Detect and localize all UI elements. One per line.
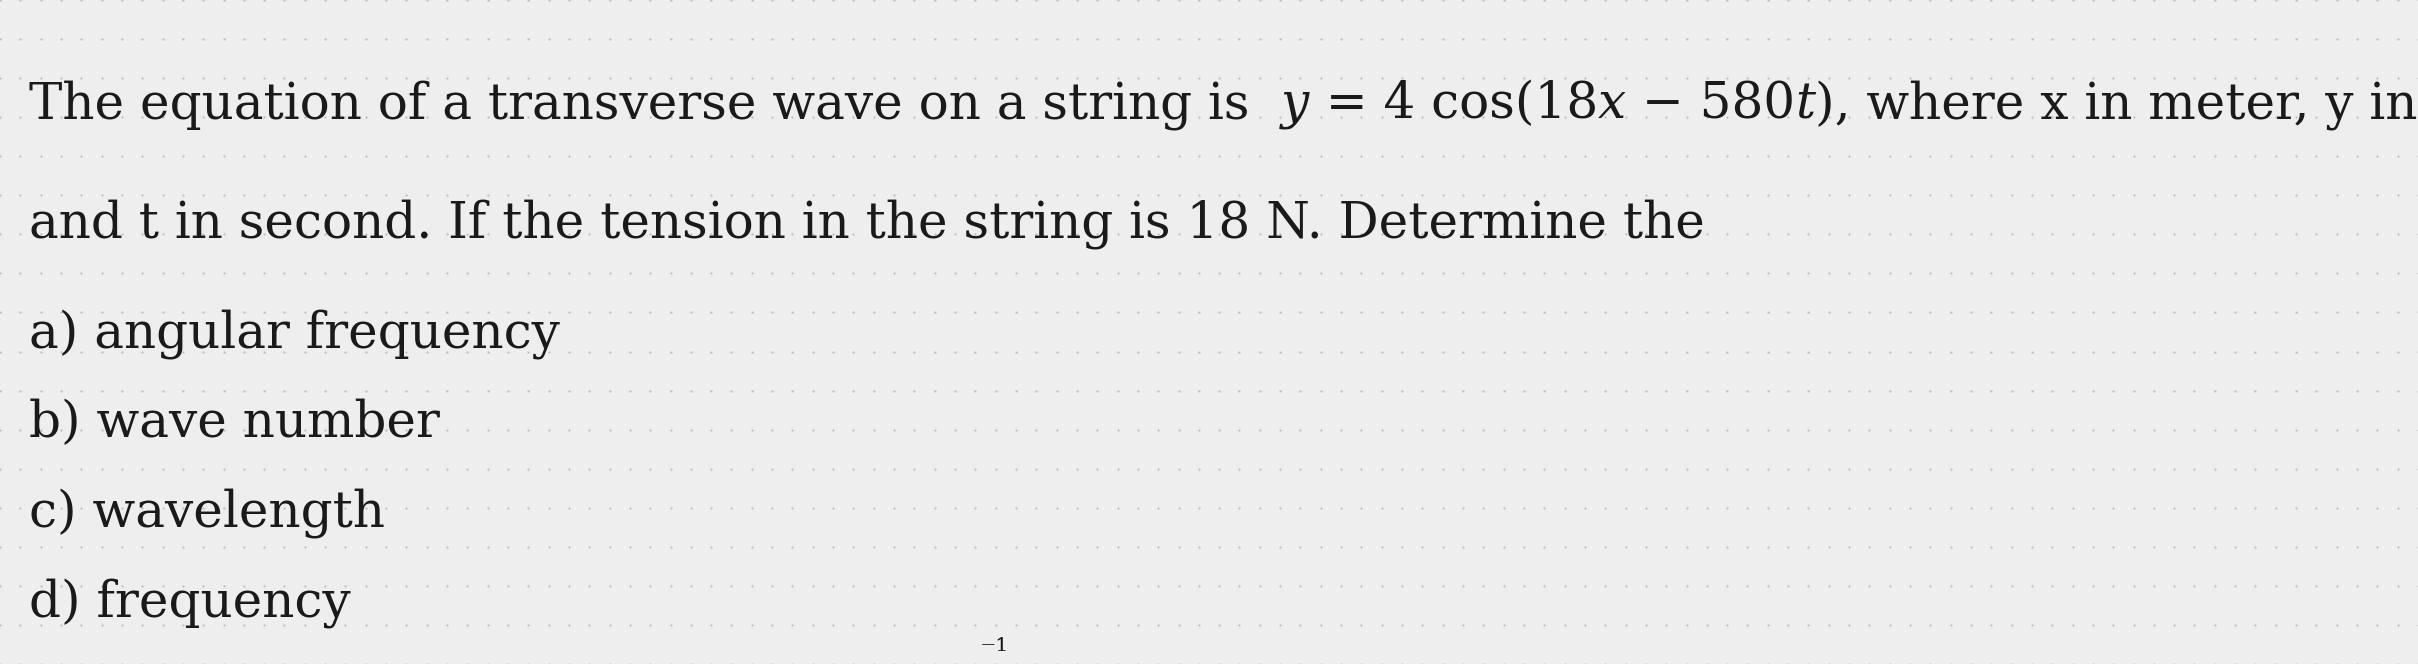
- Text: x: x: [1598, 80, 1625, 129]
- Text: and t in second. If the tension in the string is 18 N. Determine the: and t in second. If the tension in the s…: [29, 199, 1705, 249]
- Text: ⁻¹: ⁻¹: [979, 637, 1008, 664]
- Text: t: t: [1794, 80, 1816, 129]
- Text: The equation of a transverse wave on a string is: The equation of a transverse wave on a s…: [29, 80, 1282, 129]
- Text: ), where x in meter, y in mm: ), where x in meter, y in mm: [1816, 80, 2418, 129]
- Text: = 4 cos(18: = 4 cos(18: [1311, 80, 1598, 129]
- Text: a) angular frequency: a) angular frequency: [29, 309, 561, 359]
- Text: c) wavelength: c) wavelength: [29, 488, 384, 538]
- Text: y: y: [1282, 80, 1311, 129]
- Text: b) wave number: b) wave number: [29, 398, 440, 448]
- Text: d) frequency: d) frequency: [29, 578, 351, 627]
- Text: − 580: − 580: [1625, 80, 1794, 129]
